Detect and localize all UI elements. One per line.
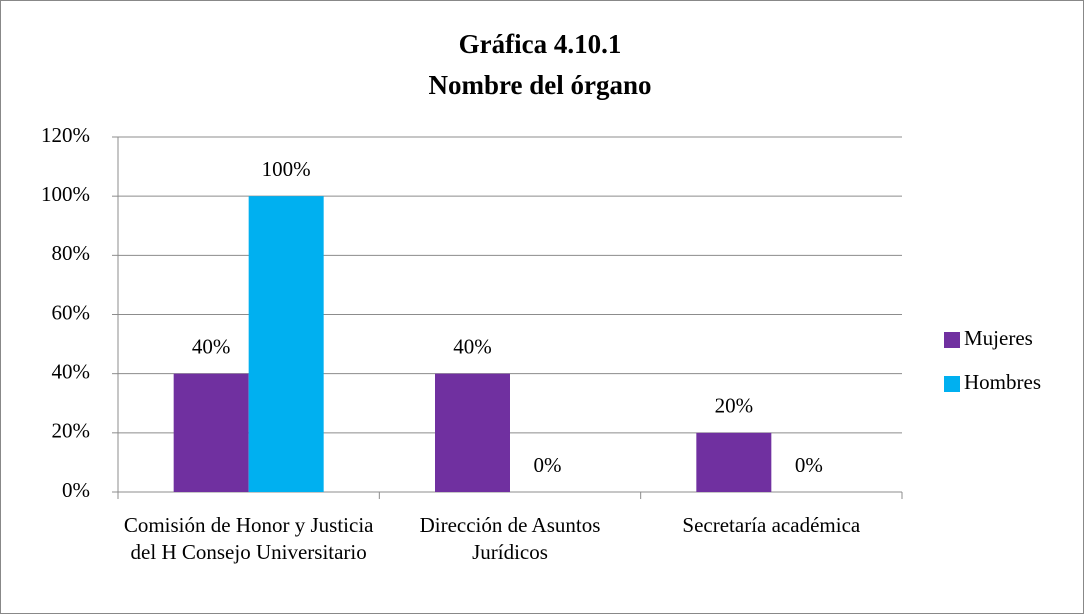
legend-label: Hombres [964, 370, 1041, 394]
y-tick-label: 100% [41, 182, 90, 206]
y-tick-label: 20% [52, 419, 91, 443]
data-label: 100% [262, 157, 311, 181]
y-tick-label: 80% [52, 241, 91, 265]
y-tick-label: 60% [52, 300, 91, 324]
data-label: 0% [534, 453, 562, 477]
bar [435, 373, 510, 492]
data-label: 40% [192, 334, 231, 358]
legend-label: Mujeres [964, 326, 1033, 350]
data-label: 20% [715, 394, 754, 418]
data-label: 40% [453, 334, 492, 358]
y-tick-label: 40% [52, 359, 91, 383]
chart-subtitle: Nombre del órgano [429, 70, 652, 100]
x-tick-label: Comisión de Honor y Justicia del H Conse… [123, 513, 374, 564]
y-tick-label: 0% [62, 478, 90, 502]
x-tick-label: Secretaría académica [682, 513, 861, 537]
x-tick-label: Dirección de Asuntos Jurídicos [419, 513, 601, 564]
bar [248, 196, 324, 492]
legend-swatch [944, 332, 960, 348]
legend-swatch [944, 376, 960, 392]
y-tick-label: 120% [41, 123, 90, 147]
bar [696, 432, 772, 492]
data-label: 0% [795, 453, 823, 477]
chart-title: Gráfica 4.10.1 [459, 29, 622, 59]
bar [173, 373, 249, 492]
